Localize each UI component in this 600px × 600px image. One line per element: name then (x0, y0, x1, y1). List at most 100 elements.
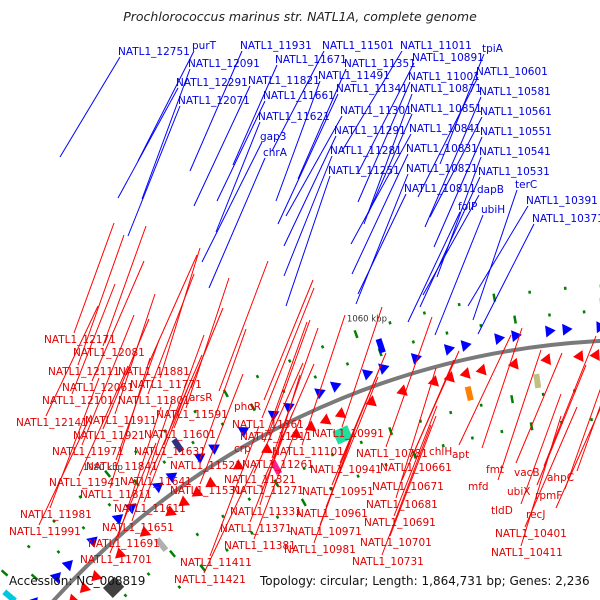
tick-mark (528, 290, 532, 294)
reverse-label-connector (576, 405, 600, 472)
forward-gene-label: purT (192, 40, 217, 52)
reverse-gene-label: NATL1_11841 (86, 461, 158, 473)
reverse-label-connector (263, 321, 308, 443)
reverse-label-connector (71, 283, 116, 395)
forward-gene-label: terC (515, 179, 537, 191)
forward-gene-label: NATL1_10841 (409, 123, 481, 135)
forward-gene-label: NATL1_10551 (480, 126, 552, 138)
reverse-label-connector (263, 279, 314, 401)
reverse-label-connector (209, 425, 260, 557)
forward-label-connector (283, 135, 337, 247)
tick-mark (255, 374, 260, 379)
reverse-gene-label: NATL1_11531 (170, 485, 242, 497)
reverse-label-connector (185, 277, 230, 409)
reverse-label-connector (149, 354, 203, 476)
reverse-gene-label: NATL1_10681 (366, 499, 438, 511)
reverse-label-connector (102, 318, 150, 430)
forward-label-connector (201, 141, 263, 263)
reverse-gene-label: NATL1_11271 (232, 485, 304, 497)
forward-gene-arrow (545, 325, 556, 338)
reverse-label-connector (520, 393, 562, 505)
forward-label-connector (277, 93, 339, 225)
reverse-label-connector (114, 293, 156, 415)
forward-gene-label: NATL1_11251 (328, 165, 400, 177)
reverse-gene-arrow (589, 349, 600, 362)
tick-mark (56, 549, 61, 554)
forward-gene-arrow (208, 444, 220, 455)
forward-gene-label: NATL1_10541 (479, 146, 551, 158)
tick-mark (195, 532, 200, 537)
forward-gene-arrow (151, 482, 164, 494)
tick-mark (320, 345, 325, 349)
reverse-gene-label: NATL1_10411 (491, 547, 563, 559)
forward-gene-label: chrA (263, 147, 288, 159)
forward-label-connector (351, 153, 409, 275)
forward-gene-label: NATL1_11661 (263, 90, 335, 102)
forward-gene-label: NATL1_10531 (478, 166, 550, 178)
gene-labels: NATL1_12751 purT NATL1_11931 NATL1_12091 NAT… (9, 40, 600, 586)
tick-mark (359, 440, 364, 445)
forward-gene-label: NATL1_11291 (334, 125, 406, 137)
forward-gene-arrow (283, 402, 295, 414)
tick-mark (330, 452, 335, 457)
reverse-gene-label: NATL1_11261 (242, 459, 314, 471)
forward-label-connector (215, 121, 261, 233)
reverse-gene-label: ubiX (507, 486, 530, 498)
tick-mark (221, 514, 225, 519)
forward-gene-arrow (443, 344, 456, 356)
forward-gene-arrow (460, 340, 472, 352)
reverse-label-connector (73, 222, 115, 334)
tick-mark (479, 403, 483, 407)
reverse-gene-label: NATL1_11771 (130, 379, 202, 391)
forward-label-connector (467, 205, 529, 307)
forward-gene-arrow (511, 330, 522, 343)
tick-mark (287, 359, 292, 363)
reverse-gene-label: rpmF (535, 490, 562, 502)
forward-label-connector (141, 68, 191, 200)
tick-mark (0, 569, 9, 577)
tick-mark (300, 498, 307, 507)
reverse-gene-label: NATL1_11641 (120, 476, 192, 488)
reverse-label-connector (147, 254, 198, 366)
tick-mark (510, 394, 515, 404)
reverse-label-connector (253, 418, 301, 540)
reverse-label-connector (301, 314, 346, 446)
reverse-label-connector (109, 357, 151, 489)
forward-gene-label: NATL1_11351 (344, 58, 416, 70)
reverse-gene-label: ahpC (547, 472, 574, 484)
forward-label-connector (297, 68, 347, 180)
reverse-gene-label: NATL1_11991 (9, 526, 81, 538)
reverse-gene-arrow (427, 375, 440, 387)
reverse-gene-label: tldD (491, 505, 513, 517)
reverse-label-connector (524, 406, 578, 528)
cog-category-block (2, 589, 17, 600)
forward-label-connector (363, 93, 413, 225)
tick-mark (123, 593, 128, 598)
reverse-gene-label: NATL1_10951 (302, 486, 374, 498)
tick-mark (313, 375, 318, 379)
reverse-label-connector (81, 314, 135, 446)
reverse-label-connector (341, 306, 383, 428)
tick-mark (422, 311, 426, 315)
forward-gene-label: NATL1_11491 (318, 70, 390, 82)
tick-mark (250, 531, 254, 536)
forward-gene-arrow (165, 472, 178, 484)
accession-text: Accession: NC_008819 (9, 574, 146, 588)
forward-label-connector (232, 64, 278, 166)
forward-gene-label: NATL1_11931 (240, 40, 312, 52)
reverse-gene-arrow (290, 427, 302, 439)
tick-mark (500, 429, 504, 434)
tick-mark (30, 573, 39, 581)
tick-mark (470, 436, 474, 440)
tick-mark (104, 469, 112, 478)
reverse-label-connector (497, 349, 542, 481)
tick-mark (590, 418, 593, 422)
forward-gene-label: NATL1_12751 (118, 46, 190, 58)
forward-label-connector (208, 157, 266, 289)
forward-gene-label: NATL1_11001 (408, 71, 480, 83)
tick-mark (52, 519, 56, 524)
reverse-label-connector (259, 374, 301, 506)
reverse-label-connector (203, 462, 257, 574)
